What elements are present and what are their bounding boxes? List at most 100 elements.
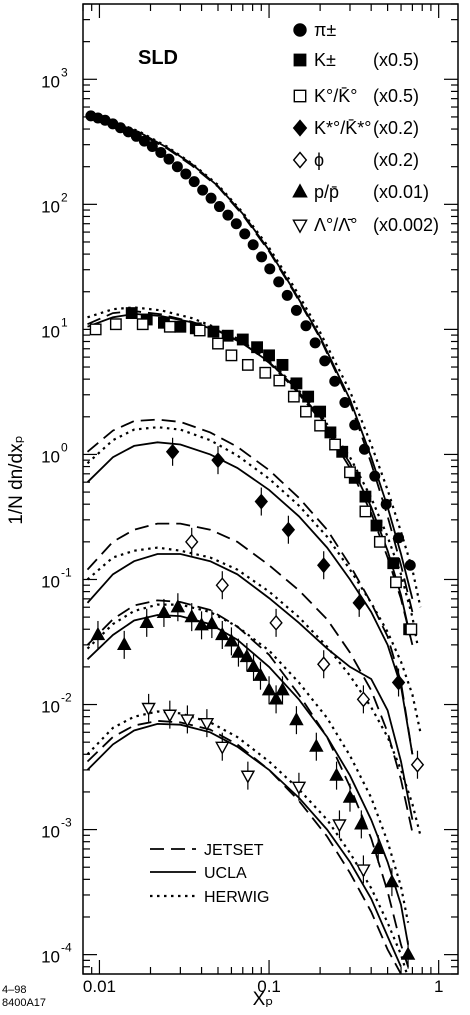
square-open-point bbox=[314, 419, 327, 432]
circle-filled-legend-icon bbox=[293, 23, 307, 37]
triangle-filled-point bbox=[156, 604, 172, 619]
legend-scale-factor: (x0.5) bbox=[373, 86, 419, 106]
triangle-open-point bbox=[291, 781, 307, 795]
triangle-filled-point bbox=[261, 682, 277, 696]
triangle-open-point bbox=[332, 819, 347, 833]
ucla-curve bbox=[86, 614, 409, 945]
triangle-filled-point bbox=[309, 738, 324, 752]
circle-filled-point bbox=[222, 209, 234, 221]
triangle-filled-point bbox=[342, 789, 358, 803]
diamond-open-point bbox=[185, 533, 199, 550]
triangle-open-point bbox=[240, 770, 256, 784]
square-open-point bbox=[359, 505, 372, 518]
circle-filled-point bbox=[247, 239, 259, 251]
y-tick-label: 10 -2 bbox=[41, 691, 72, 717]
circle-filled-point bbox=[130, 130, 142, 142]
circle-filled-point bbox=[256, 251, 268, 263]
circle-filled-point bbox=[393, 532, 405, 544]
square-open-point bbox=[163, 320, 176, 333]
legend-scale-factor: (x0.5) bbox=[373, 50, 419, 70]
triangle-filled-point bbox=[354, 816, 369, 830]
legend-entry: K± (x0.5) bbox=[293, 50, 419, 70]
x-tick-label: 0.1 bbox=[257, 977, 281, 996]
triangle-filled-legend-icon bbox=[292, 183, 308, 198]
footnote-date: 4–98 bbox=[2, 984, 26, 996]
triangle-filled-point bbox=[253, 667, 268, 681]
legend-label: Λ°/Λ̄° bbox=[314, 215, 357, 235]
circle-filled-point bbox=[197, 184, 209, 196]
x-tick-labels: 0.01 0.1 1 bbox=[83, 977, 444, 996]
chart-title: SLD bbox=[138, 47, 178, 69]
data-points bbox=[85, 110, 425, 969]
square-open-point bbox=[212, 337, 224, 350]
jetset-curve bbox=[86, 522, 414, 833]
svg-text:1: 1 bbox=[61, 315, 68, 329]
svg-text:10: 10 bbox=[41, 447, 60, 466]
y-tick-label: 10 2 bbox=[41, 190, 68, 216]
circle-filled-point bbox=[349, 419, 361, 431]
circle-filled-point bbox=[264, 263, 276, 275]
circle-filled-point bbox=[273, 276, 285, 288]
model-legend-entry: UCLA bbox=[150, 865, 247, 882]
triangle-filled-point bbox=[231, 644, 246, 658]
diamond-open-point bbox=[410, 756, 425, 773]
square-filled-point bbox=[290, 377, 303, 390]
circle-filled-point bbox=[146, 141, 158, 153]
triangle-filled-point bbox=[275, 682, 290, 696]
legend-label: p/p̄ bbox=[314, 182, 339, 202]
circle-filled-point bbox=[281, 289, 293, 301]
triangle-filled-point bbox=[370, 840, 386, 855]
diamond-filled-point bbox=[391, 674, 406, 691]
circle-filled-point bbox=[138, 135, 150, 147]
triangle-filled-point bbox=[268, 691, 284, 705]
model-legend-label: JETSET bbox=[204, 842, 264, 859]
svg-text:0: 0 bbox=[61, 440, 68, 454]
triangle-filled-point bbox=[246, 658, 261, 672]
triangle-filled-point bbox=[224, 633, 239, 647]
x-axis-title: Xₚ bbox=[253, 989, 274, 1010]
legend-entry: K°/K̄° (x0.5) bbox=[293, 86, 419, 106]
triangle-filled-point bbox=[90, 626, 106, 641]
square-open-point bbox=[329, 438, 341, 451]
diamond-open-point bbox=[356, 691, 371, 708]
legend-label: K°/K̄° bbox=[314, 86, 357, 106]
circle-filled-point bbox=[163, 153, 175, 165]
herwig-curve bbox=[87, 113, 422, 608]
triangle-open-legend-icon bbox=[292, 219, 308, 234]
x-tick-label: 0.01 bbox=[83, 977, 116, 996]
triangle-open-point bbox=[180, 714, 195, 728]
square-open-point bbox=[225, 349, 238, 362]
ucla-curve bbox=[87, 116, 414, 600]
circle-filled-point bbox=[239, 228, 251, 240]
legend-entry: π± bbox=[293, 20, 336, 40]
y-tick-label: 10 1 bbox=[41, 315, 68, 341]
legend-entry: p/p̄ (x0.01) bbox=[292, 182, 429, 202]
species-legend: π±K± (x0.5)K°/K̄° (x0.5)K*°/K̄*° (x0.2)ϕ (x0… bbox=[292, 20, 439, 235]
circle-filled-point bbox=[404, 559, 416, 571]
triangle-filled-point bbox=[170, 599, 186, 613]
square-open-point bbox=[287, 390, 300, 403]
svg-text:-2: -2 bbox=[61, 691, 72, 705]
legend-scale-factor: (x0.01) bbox=[373, 182, 429, 202]
circle-filled-point bbox=[319, 355, 331, 367]
square-filled-point bbox=[221, 329, 234, 342]
svg-text:10: 10 bbox=[41, 322, 60, 341]
circle-filled-point bbox=[339, 397, 351, 409]
model-legend: JETSET UCLA HERWIG bbox=[150, 842, 269, 906]
square-filled-legend-icon bbox=[293, 53, 307, 67]
circle-filled-point bbox=[180, 168, 192, 180]
square-filled-point bbox=[336, 445, 349, 458]
legend-scale-factor: (x0.002) bbox=[373, 215, 439, 235]
diamond-filled-point bbox=[165, 443, 180, 460]
square-filled-point bbox=[263, 349, 275, 362]
model-legend-entry: JETSET bbox=[150, 842, 264, 859]
circle-filled-point bbox=[329, 375, 341, 387]
square-filled-point bbox=[125, 307, 138, 320]
triangle-filled-point bbox=[289, 712, 304, 726]
triangle-filled-point bbox=[194, 617, 209, 631]
triangle-filled-point bbox=[116, 636, 132, 650]
square-open-legend-icon bbox=[293, 89, 307, 103]
model-legend-label: UCLA bbox=[204, 865, 247, 882]
x-tick-label: 1 bbox=[434, 977, 443, 996]
